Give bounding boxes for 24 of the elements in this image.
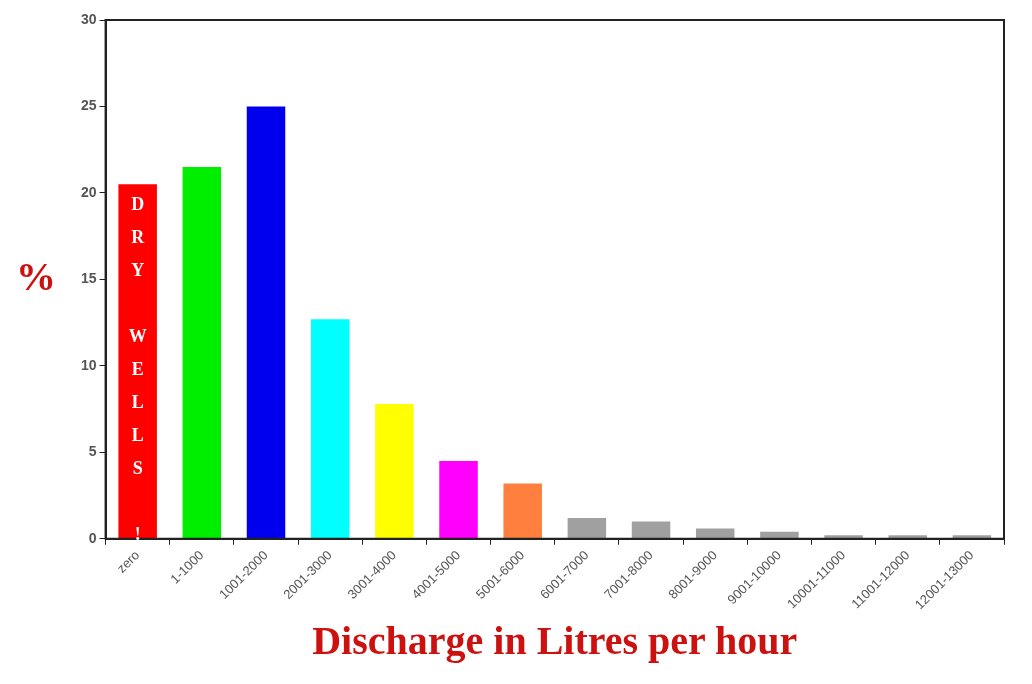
y-tick-label: 10: [80, 356, 97, 373]
bar: [375, 403, 414, 539]
bar: [695, 528, 735, 539]
bar: [310, 319, 350, 539]
bar: [439, 460, 478, 539]
x-tick-label: zero: [113, 547, 143, 576]
bar: [888, 535, 927, 539]
bar: [246, 106, 286, 539]
y-axis-title: %: [16, 253, 56, 299]
bar: [824, 535, 863, 539]
bar: [567, 518, 607, 539]
bar: [760, 531, 799, 539]
y-tick-label: 30: [80, 10, 97, 27]
y-tick-label: 0: [88, 529, 97, 546]
bar: [952, 535, 992, 539]
y-tick-label: 25: [80, 97, 97, 114]
x-axis-title: Discharge in Litres per hour: [312, 618, 798, 664]
bar: [503, 483, 542, 539]
y-tick-label: 5: [88, 443, 97, 460]
y-tick-label: 15: [80, 270, 97, 287]
y-tick-label: 20: [80, 183, 97, 200]
bar: [118, 184, 157, 539]
bar: [182, 166, 222, 539]
bar: [631, 521, 671, 539]
